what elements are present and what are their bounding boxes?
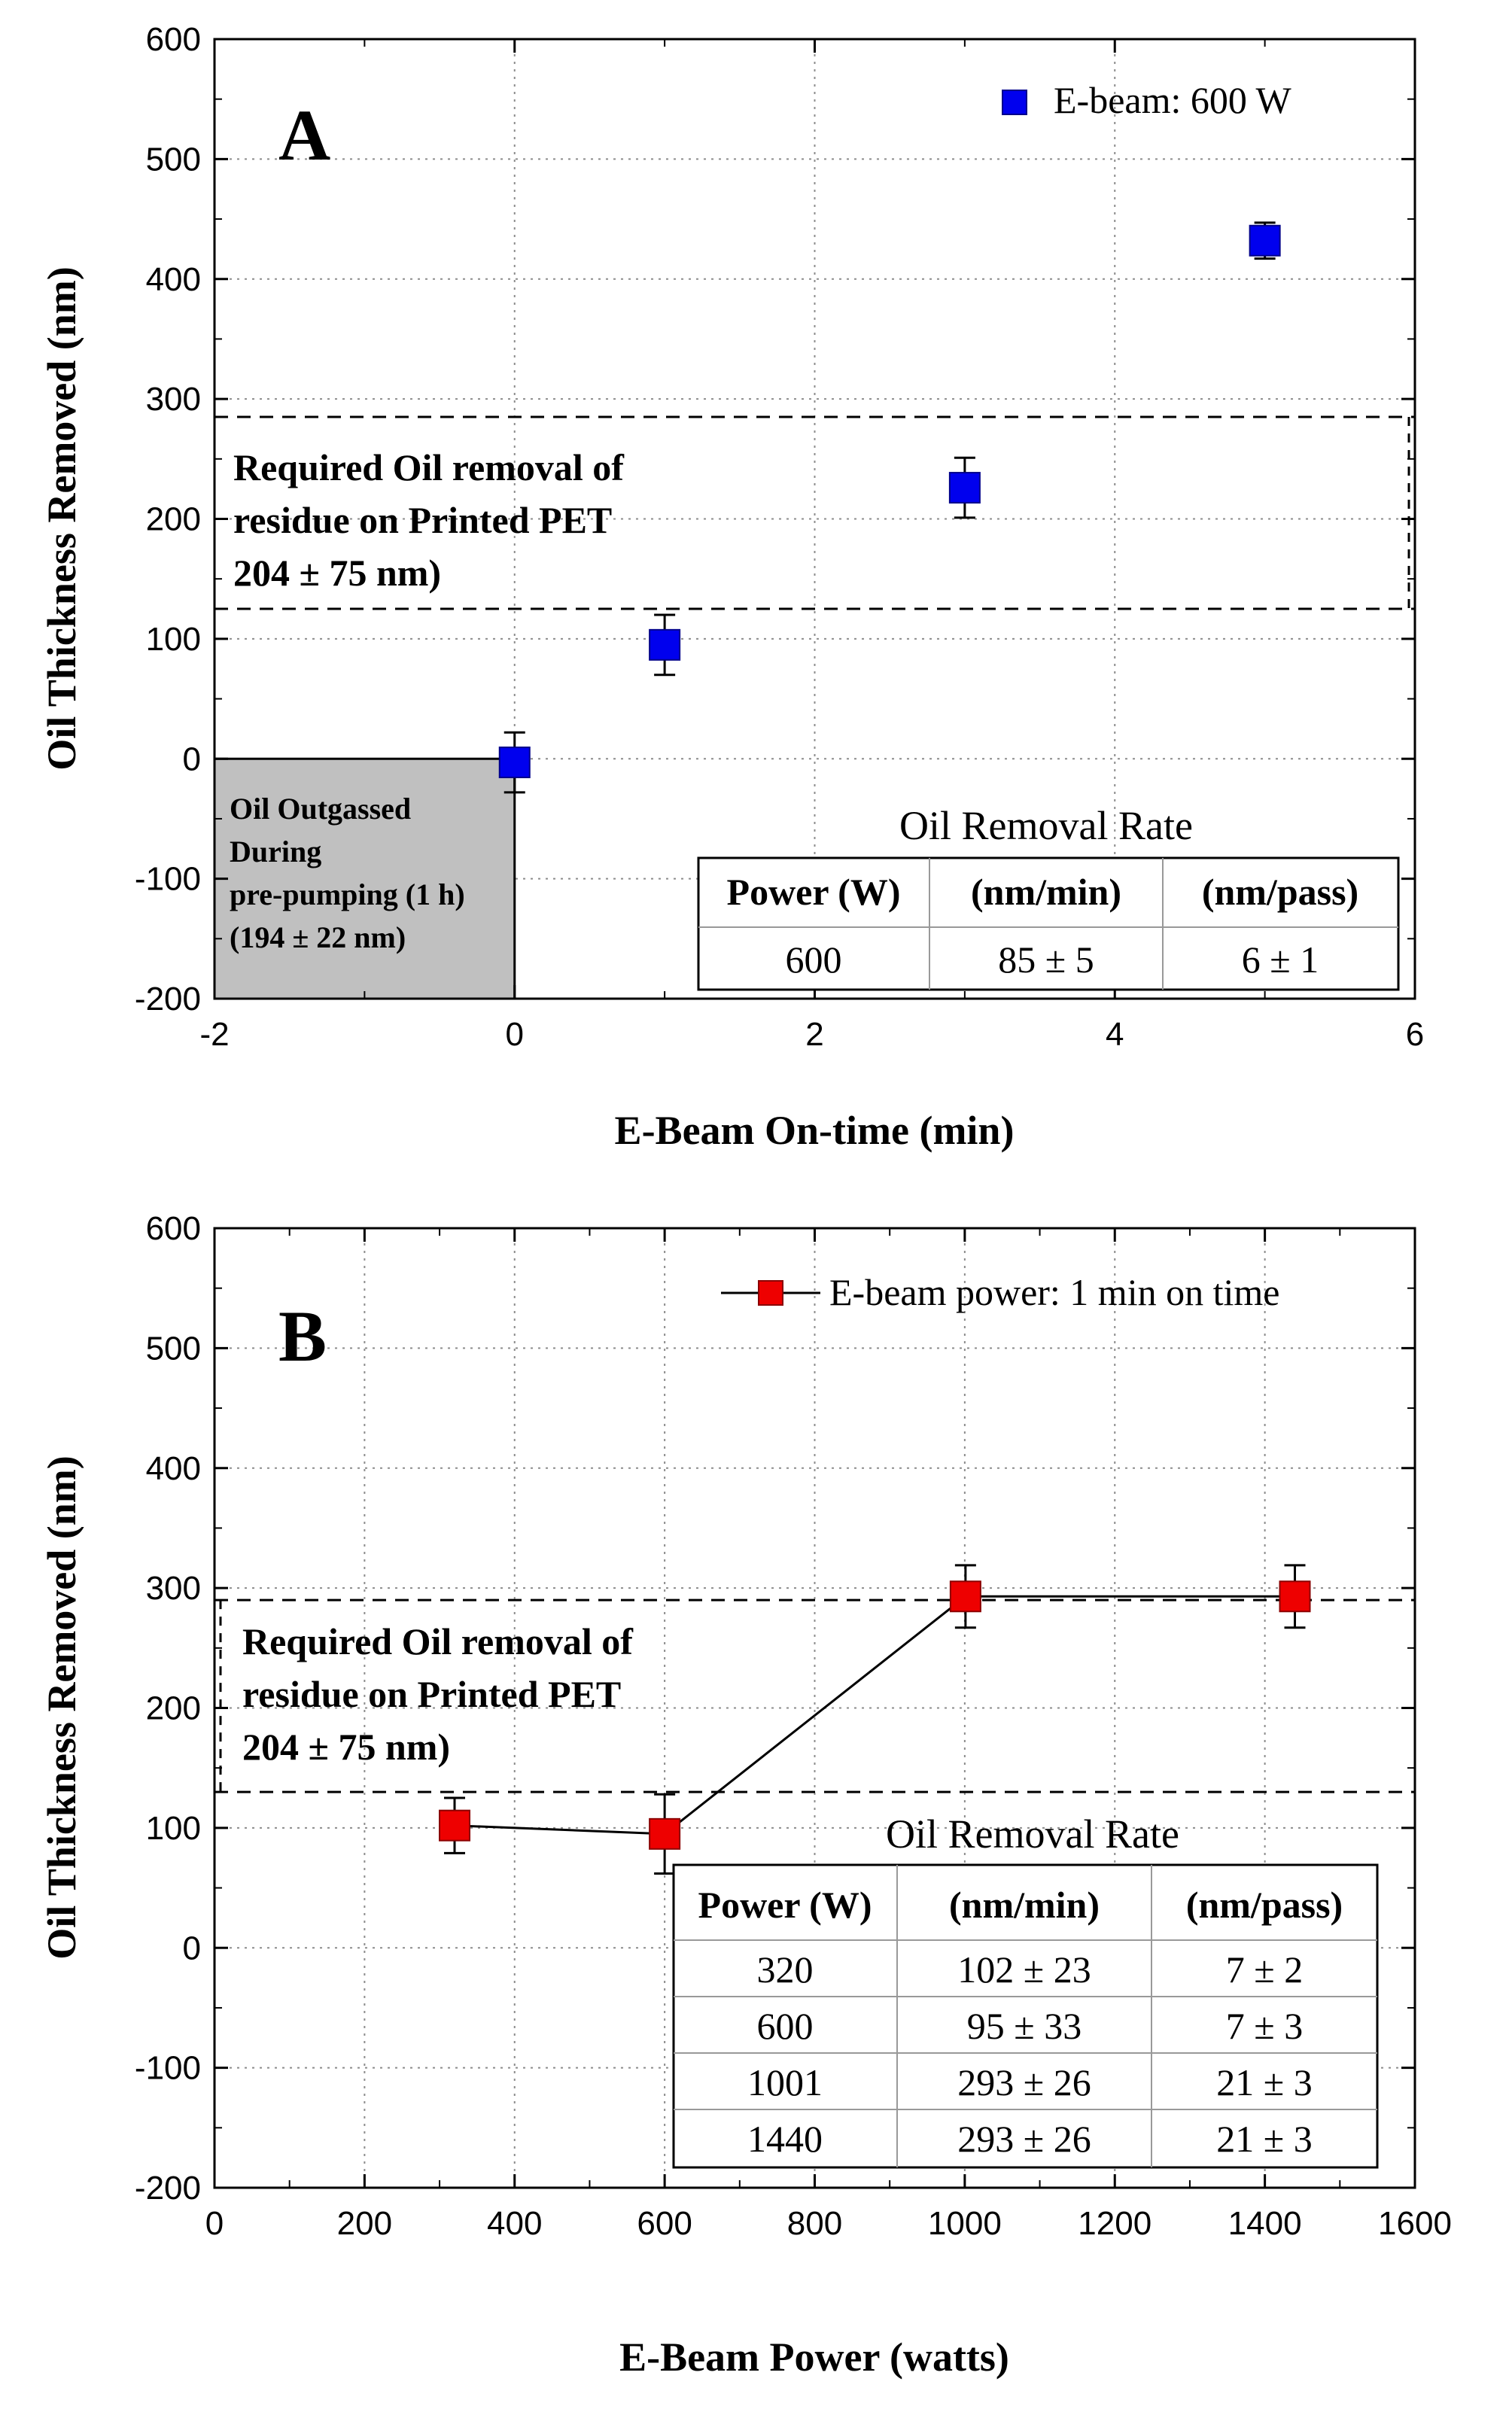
y-tick-label: 600 xyxy=(146,1210,201,1247)
rate-table: Power (W) (nm/min) (nm/pass) 600 85 ± 5 … xyxy=(697,856,1400,991)
band-text-line-3: 204 ± 75 nm) xyxy=(242,1726,450,1768)
table-cell: 600 xyxy=(757,2005,814,2047)
rate-table: Power (W) (nm/min) (nm/pass) 320 102 ± 2… xyxy=(672,1863,1379,2169)
y-tick-label: 600 xyxy=(146,21,201,58)
band-text-line-2: residue on Printed PET xyxy=(242,1673,621,1715)
table-cell: 85 ± 5 xyxy=(998,938,1094,981)
panel-a-chart: -200 -100 0 100 200 300 400 500 600 -2 0 2 4 6 A E-be… xyxy=(39,21,1424,1153)
band-text-line-1: Required Oil removal of xyxy=(233,446,625,488)
x-axis-title: E-Beam Power (watts) xyxy=(619,2334,1009,2380)
y-tick-label: 0 xyxy=(183,741,201,777)
y-tick-label: 100 xyxy=(146,1810,201,1847)
table-cell: 102 ± 23 xyxy=(957,1948,1091,1991)
band-text-line-2: residue on Printed PET xyxy=(233,499,612,541)
x-tick-label: 0 xyxy=(506,1016,524,1053)
table-cell: 293 ± 26 xyxy=(957,2061,1091,2103)
outgas-text-line-2: During xyxy=(230,835,321,868)
table-cell: 6 ± 1 xyxy=(1242,938,1319,981)
y-tick-label: 400 xyxy=(146,1450,201,1487)
legend-marker xyxy=(758,1280,783,1306)
y-tick-label: -200 xyxy=(135,981,201,1017)
data-point xyxy=(649,628,681,661)
y-tick-label: 300 xyxy=(146,381,201,418)
table-cell: 293 ± 26 xyxy=(957,2118,1091,2160)
legend-label: E-beam: 600 W xyxy=(1054,79,1291,121)
y-tick-label: -100 xyxy=(135,861,201,898)
x-tick-label: 1200 xyxy=(1078,2205,1151,2242)
outgas-text-line-3: pre-pumping (1 h) xyxy=(230,878,465,911)
y-tick-label: 200 xyxy=(146,501,201,538)
x-tick-label: 0 xyxy=(205,2205,224,2242)
y-tick-label: 200 xyxy=(146,1690,201,1727)
panel-b-chart: -200 -100 0 100 200 300 400 500 600 0 200 400 600 800… xyxy=(39,1210,1452,2380)
series-line xyxy=(454,1595,1295,1836)
data-point xyxy=(1249,224,1281,257)
table-cell: 95 ± 33 xyxy=(967,2005,1082,2047)
table-header-rate-min: (nm/min) xyxy=(949,1884,1100,1926)
x-axis-title: E-Beam On-time (min) xyxy=(615,1108,1015,1153)
band-text-line-1: Required Oil removal of xyxy=(242,1620,634,1662)
y-tick-label: 300 xyxy=(146,1570,201,1607)
data-point xyxy=(1279,1580,1311,1613)
x-tick-label: 600 xyxy=(637,2205,692,2242)
outgas-text-line-1: Oil Outgassed xyxy=(230,792,411,826)
x-tick-label: 400 xyxy=(487,2205,542,2242)
y-axis-title: Oil Thickness Removed (nm) xyxy=(39,266,84,771)
table-header-rate-min: (nm/min) xyxy=(971,871,1121,913)
data-point xyxy=(498,747,531,779)
table-cell: 320 xyxy=(757,1948,814,1991)
y-tick-label: 500 xyxy=(146,141,201,178)
table-cell: 1440 xyxy=(747,2118,823,2160)
outgas-text-line-4: (194 ± 22 nm) xyxy=(230,920,406,954)
x-tick-label: 1600 xyxy=(1378,2205,1452,2242)
x-tick-label: -2 xyxy=(199,1016,229,1053)
x-tick-label: 6 xyxy=(1406,1016,1424,1053)
table-cell: 21 ± 3 xyxy=(1216,2118,1312,2160)
table-cell: 21 ± 3 xyxy=(1216,2061,1312,2103)
panel-letter: B xyxy=(278,1296,327,1376)
x-tick-label: 200 xyxy=(337,2205,392,2242)
table-header-power: Power (W) xyxy=(698,1884,872,1926)
table-cell: 600 xyxy=(786,938,842,981)
band-text-line-3: 204 ± 75 nm) xyxy=(233,552,441,594)
y-tick-label: -200 xyxy=(135,2170,201,2207)
y-tick-label: 0 xyxy=(183,1930,201,1966)
outgas-region xyxy=(213,757,516,1000)
table-header-power: Power (W) xyxy=(727,871,901,913)
y-tick-label: 100 xyxy=(146,621,201,658)
data-point xyxy=(949,1580,981,1613)
y-tick-label: 400 xyxy=(146,261,201,298)
x-tick-label: 800 xyxy=(787,2205,842,2242)
table-cell: 7 ± 2 xyxy=(1226,1948,1303,1991)
x-tick-label: 1000 xyxy=(928,2205,1002,2242)
rate-table-title: Oil Removal Rate xyxy=(899,803,1193,848)
rate-table-title: Oil Removal Rate xyxy=(886,1811,1179,1857)
y-axis-title: Oil Thickness Removed (nm) xyxy=(39,1455,84,1960)
x-tick-label: 4 xyxy=(1106,1016,1124,1053)
legend-label: E-beam power: 1 min on time xyxy=(829,1271,1279,1313)
y-tick-label: 500 xyxy=(146,1330,201,1367)
data-point xyxy=(649,1817,681,1850)
table-cell: 1001 xyxy=(747,2061,823,2103)
y-tick-label: -100 xyxy=(135,2050,201,2087)
panel-letter: A xyxy=(278,95,330,175)
data-point xyxy=(439,1809,470,1842)
legend-marker xyxy=(1002,90,1027,115)
table-header-rate-pass: (nm/pass) xyxy=(1186,1884,1343,1926)
table-header-rate-pass: (nm/pass) xyxy=(1202,871,1358,913)
x-tick-label: 2 xyxy=(805,1016,823,1053)
data-point xyxy=(948,472,981,504)
table-cell: 7 ± 3 xyxy=(1226,2005,1303,2047)
x-tick-label: 1400 xyxy=(1228,2205,1302,2242)
